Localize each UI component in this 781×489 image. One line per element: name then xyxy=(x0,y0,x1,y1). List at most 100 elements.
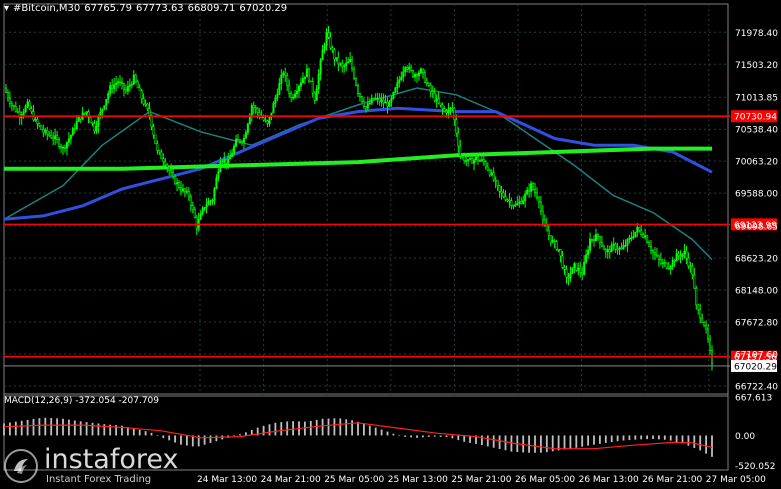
candle-body xyxy=(506,199,509,202)
candle-body xyxy=(185,190,188,193)
macd-histogram-bar xyxy=(262,425,265,436)
candle-body xyxy=(683,250,686,255)
macd-histogram-bar xyxy=(392,433,395,436)
candle-body xyxy=(8,97,11,104)
candle-body xyxy=(311,81,314,94)
candle-body xyxy=(577,267,580,271)
candle-body xyxy=(437,98,440,104)
candle-body xyxy=(677,253,680,256)
macd-histogram-bar xyxy=(44,417,47,436)
candle-body xyxy=(235,138,238,147)
candle-body xyxy=(530,183,533,192)
candle-body xyxy=(266,120,269,124)
candle-body xyxy=(709,338,712,351)
candle-body xyxy=(280,74,283,84)
candle-body xyxy=(325,32,328,46)
macd-histogram-bar xyxy=(138,429,141,436)
candle-body xyxy=(164,161,167,166)
candle-body xyxy=(404,67,407,73)
macd-histogram-bar xyxy=(333,418,336,436)
level-price-label: 70730.94 xyxy=(734,113,777,123)
price-tick-label: 68148.00 xyxy=(735,287,778,297)
macd-tick-label: 0.00 xyxy=(735,432,755,442)
macd-histogram-bar xyxy=(705,435,707,454)
candle-body xyxy=(211,199,214,202)
candle-body xyxy=(215,177,218,189)
macd-histogram-bar xyxy=(309,420,312,436)
candle-body xyxy=(229,156,232,160)
macd-histogram-bar xyxy=(215,435,218,442)
candle-body xyxy=(498,185,501,192)
candle-body xyxy=(4,87,7,93)
candle-body xyxy=(231,152,234,157)
macd-histogram-bar xyxy=(121,425,123,436)
price-tick-label: 68623.20 xyxy=(735,255,778,265)
candle-body xyxy=(453,107,456,120)
candle-body xyxy=(427,83,430,86)
candle-body xyxy=(154,134,157,145)
candle-body xyxy=(573,263,576,268)
candle-body xyxy=(353,68,356,79)
candle-body xyxy=(571,267,574,274)
candle-body xyxy=(394,87,397,93)
macd-histogram-bar xyxy=(103,424,106,436)
candle-body xyxy=(669,265,672,270)
macd-histogram-bar xyxy=(168,435,171,441)
candle-body xyxy=(431,91,434,94)
candle-body xyxy=(378,97,381,102)
macd-histogram-bar xyxy=(351,420,353,436)
candle-body xyxy=(535,192,538,199)
candle-body xyxy=(77,116,80,122)
candle-body xyxy=(504,196,507,201)
candle-body xyxy=(91,121,94,124)
macd-histogram-bar xyxy=(73,420,76,436)
candle-body xyxy=(327,32,330,38)
candlestick-series xyxy=(4,26,713,371)
candle-body xyxy=(60,146,63,149)
macd-histogram-bar xyxy=(622,435,625,441)
macd-histogram-bar xyxy=(427,435,430,437)
current-price-tag xyxy=(731,359,777,372)
candle-body xyxy=(691,265,694,275)
macd-histogram-bar xyxy=(132,428,135,436)
candle-body xyxy=(469,158,472,160)
candle-body xyxy=(203,207,206,209)
macd-histogram-bar xyxy=(599,435,601,444)
logo-tagline: Instant Forex Trading xyxy=(46,474,152,485)
macd-histogram-bar xyxy=(14,421,17,436)
candle-body xyxy=(423,72,426,83)
moving-average-mid xyxy=(3,106,713,221)
candle-body xyxy=(87,111,90,118)
candle-body xyxy=(242,138,245,143)
candle-body xyxy=(113,84,116,89)
candle-body xyxy=(406,67,409,70)
macd-histogram-bar xyxy=(115,425,117,436)
level-price-label: 69123.99 xyxy=(734,221,777,231)
candle-body xyxy=(71,128,74,136)
candle-body xyxy=(596,234,599,237)
candle-body xyxy=(370,97,373,104)
candle-body xyxy=(675,253,678,262)
candle-body xyxy=(239,139,242,143)
candle-body xyxy=(213,188,216,201)
macd-histogram-bar xyxy=(563,435,566,450)
macd-histogram-bar xyxy=(9,422,11,436)
candle-body xyxy=(608,249,611,253)
candle-body xyxy=(286,75,289,86)
main-frame xyxy=(3,3,729,397)
candle-body xyxy=(240,141,243,144)
candle-body xyxy=(362,101,365,107)
time-tick-label: 26 Mar 21:00 xyxy=(642,475,702,485)
candle-body xyxy=(272,103,275,114)
candle-body xyxy=(372,97,375,100)
candle-body xyxy=(563,267,566,270)
candle-body xyxy=(553,240,556,242)
candle-body xyxy=(119,81,122,84)
candle-body xyxy=(467,159,470,161)
candle-body xyxy=(447,108,450,114)
candle-body xyxy=(343,65,346,68)
candle-body xyxy=(181,188,184,192)
candle-body xyxy=(433,92,436,101)
candle-body xyxy=(109,85,112,94)
